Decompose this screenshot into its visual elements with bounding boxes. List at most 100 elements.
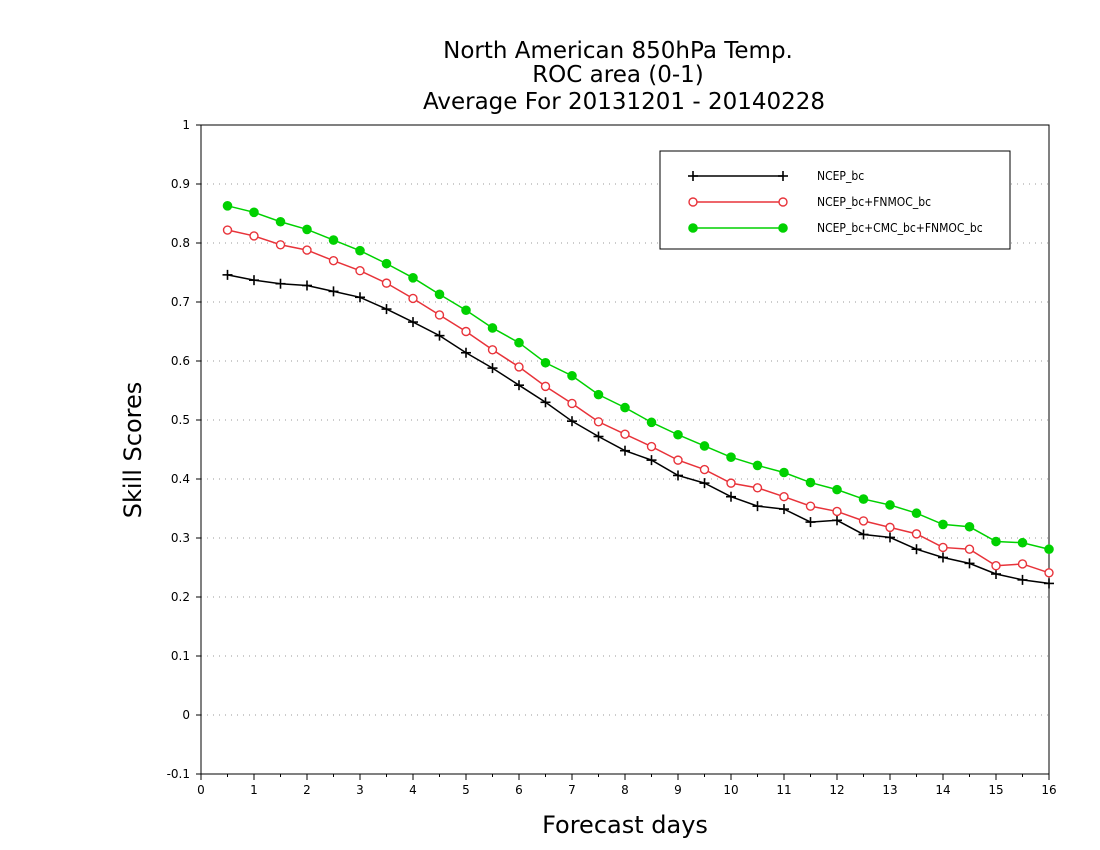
series-1-point bbox=[832, 515, 842, 526]
series-1-point bbox=[249, 275, 259, 286]
series-3-point bbox=[858, 494, 869, 504]
x-axis-ticks: 0 1 2 3 4 5 6 7 8 9 10 11 12 13 14 15 16 bbox=[197, 774, 1057, 797]
series-3-point bbox=[434, 289, 445, 300]
series-2-point bbox=[302, 245, 312, 255]
legend-marker-right bbox=[778, 223, 788, 233]
x-tick-label: 2 bbox=[303, 783, 311, 797]
series-1-point bbox=[355, 292, 365, 303]
series-3-point bbox=[699, 441, 710, 451]
x-tick-label: 15 bbox=[988, 783, 1003, 797]
series-1-point bbox=[805, 517, 816, 528]
x-tick-label: 16 bbox=[1041, 783, 1056, 797]
x-tick-label: 13 bbox=[882, 783, 897, 797]
series-3-point bbox=[328, 235, 339, 245]
series-1-point bbox=[752, 501, 763, 512]
x-tick-label: 4 bbox=[409, 783, 417, 797]
series-1-point bbox=[222, 269, 233, 280]
series-2-point bbox=[1017, 559, 1028, 569]
y-axis-title: Skill Scores bbox=[119, 382, 147, 519]
series-2-point bbox=[779, 492, 789, 502]
series-2-point bbox=[487, 345, 498, 355]
x-tick-label: 14 bbox=[935, 783, 950, 797]
series-2-point bbox=[355, 266, 365, 276]
legend-label: NCEP_bc bbox=[817, 169, 864, 183]
y-tick-label: 0.2 bbox=[171, 590, 190, 604]
legend-marker-left bbox=[688, 197, 698, 207]
series-1-point bbox=[964, 558, 975, 569]
chart-title: North American 850hPa Temp. ROC area (0-… bbox=[423, 38, 825, 115]
series-2-point bbox=[1044, 568, 1054, 578]
series-1-point bbox=[779, 504, 789, 515]
series-3-point bbox=[1017, 537, 1028, 548]
series-1-point bbox=[540, 397, 551, 408]
x-tick-label: 0 bbox=[197, 783, 205, 797]
series-1 bbox=[222, 269, 1054, 589]
x-tick-label: 11 bbox=[776, 783, 791, 797]
series-2-point bbox=[673, 455, 683, 465]
legend-marker-right bbox=[778, 197, 788, 207]
legend: NCEP_bc NCEP_bc+FNMOC_bc NCEP_bc+CMC_bc+FN… bbox=[659, 150, 1011, 250]
series-2-point bbox=[328, 256, 339, 266]
series-3-point bbox=[779, 467, 789, 478]
y-tick-label: 0 bbox=[182, 708, 190, 722]
series-1-point bbox=[885, 532, 895, 543]
series-3-point bbox=[805, 477, 816, 488]
legend-item-1: NCEP_bc bbox=[688, 169, 864, 183]
series-2-point bbox=[249, 231, 259, 241]
series-3-point bbox=[726, 452, 736, 462]
series-2-point bbox=[964, 544, 975, 554]
series-2-point bbox=[275, 240, 286, 250]
y-tick-label: 0.8 bbox=[171, 236, 190, 250]
series-2 bbox=[222, 225, 1054, 578]
series-1-point bbox=[434, 330, 445, 341]
y-tick-label: -0.1 bbox=[167, 767, 190, 781]
series-2-point bbox=[938, 542, 948, 553]
legend-label: NCEP_bc+FNMOC_bc bbox=[817, 195, 931, 209]
series-1-point bbox=[302, 280, 312, 291]
y-tick-label: 1 bbox=[182, 118, 190, 132]
series-1-point bbox=[726, 491, 736, 502]
legend-item-2: NCEP_bc+FNMOC_bc bbox=[688, 195, 931, 209]
legend-box bbox=[659, 150, 1011, 250]
series-3-point bbox=[832, 484, 842, 495]
series-1-point bbox=[673, 470, 683, 481]
series-3-point bbox=[461, 305, 471, 316]
series-2-point bbox=[461, 326, 471, 337]
series-3-point bbox=[593, 389, 604, 400]
series-3-point bbox=[991, 536, 1001, 547]
series-2-point bbox=[381, 278, 392, 288]
y-tick-label: 0.4 bbox=[171, 472, 190, 486]
series-3 bbox=[222, 201, 1054, 555]
x-tick-label: 12 bbox=[829, 783, 844, 797]
series-1-point bbox=[593, 431, 604, 442]
legend-marker-left bbox=[688, 223, 698, 233]
series-2-point bbox=[567, 398, 577, 409]
y-tick-label: 0.1 bbox=[171, 649, 190, 663]
series-3-point bbox=[752, 460, 763, 471]
chart-title-line-2: ROC area (0-1) bbox=[532, 62, 704, 88]
series-1-point bbox=[461, 347, 471, 358]
series-1-point bbox=[514, 380, 524, 391]
series-1-point bbox=[381, 304, 392, 315]
series-3-point bbox=[938, 519, 948, 530]
y-tick-label: 0.7 bbox=[171, 295, 190, 309]
series-1-point bbox=[858, 529, 869, 540]
series-3-point bbox=[620, 402, 630, 413]
series-2-point bbox=[620, 429, 630, 439]
series-2-point bbox=[991, 561, 1001, 571]
series-2-point bbox=[726, 478, 736, 488]
series-2-point bbox=[408, 293, 418, 304]
series-3-point bbox=[1044, 544, 1054, 555]
legend-marker-left bbox=[688, 171, 698, 181]
series-1-point bbox=[1044, 578, 1054, 589]
series-2-point bbox=[805, 501, 816, 511]
series-2-point bbox=[646, 441, 657, 452]
chart-title-line-1: North American 850hPa Temp. bbox=[443, 38, 793, 64]
series-2-point bbox=[540, 381, 551, 392]
series-2-point bbox=[832, 506, 842, 517]
x-tick-label: 7 bbox=[568, 783, 576, 797]
y-tick-label: 0.3 bbox=[171, 531, 190, 545]
x-tick-label: 3 bbox=[356, 783, 364, 797]
x-tick-label: 6 bbox=[515, 783, 523, 797]
